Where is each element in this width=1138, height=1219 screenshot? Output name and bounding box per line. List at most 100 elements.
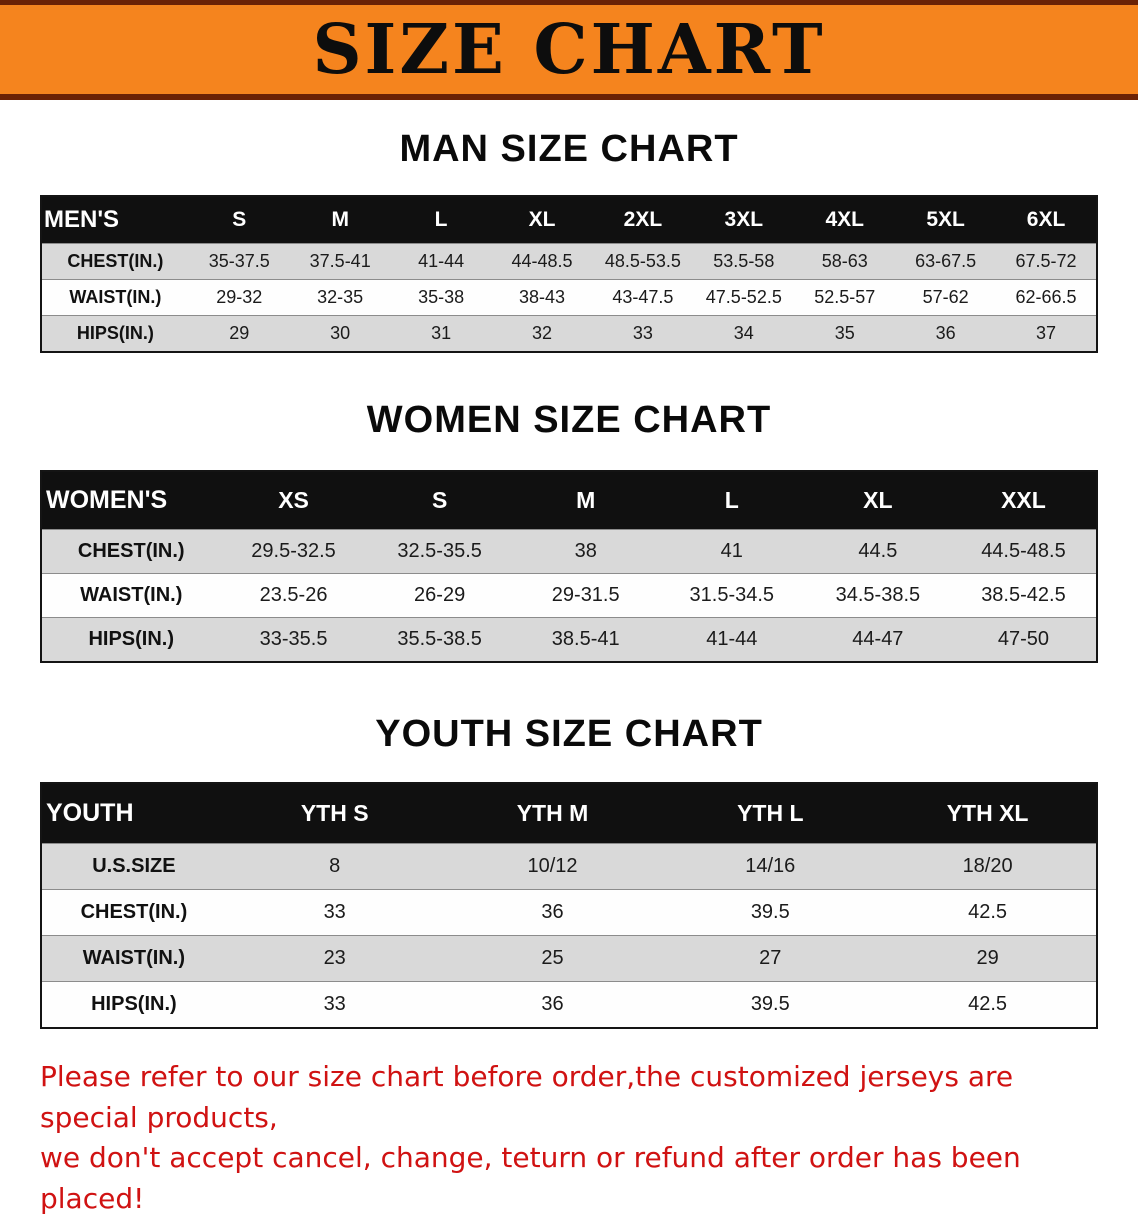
note-line-2: we don't accept cancel, change, teturn o…: [40, 1141, 1021, 1215]
size-value-cell: 44-47: [852, 628, 904, 650]
size-column-header: YTH XL: [879, 783, 1097, 844]
size-value-cell: 10/12: [527, 855, 578, 877]
size-value-cell: 32: [531, 323, 553, 343]
size-column-header: YTH M: [443, 783, 662, 844]
size-column-header: XXL: [950, 471, 1097, 530]
size-value-cell: 8: [329, 855, 341, 877]
row-label: CHEST(IN.): [67, 251, 164, 271]
size-column-header: 6XL: [996, 196, 1097, 244]
size-value-cell: 35.5-38.5: [397, 628, 482, 650]
measurement-row: U.S.SIZE 8 10/12 14/16 18/20: [41, 843, 1097, 890]
row-label: U.S.SIZE: [92, 855, 176, 877]
size-value-cell: 37.5-41: [309, 251, 371, 271]
size-column-header: S: [366, 471, 513, 530]
size-value-cell: 39.5: [750, 901, 790, 923]
size-value-cell: 32.5-35.5: [397, 540, 482, 562]
row-label: WAIST(IN.): [82, 947, 185, 969]
banner: SIZE CHART: [0, 0, 1138, 100]
size-column-header: 4XL: [794, 196, 896, 244]
size-value-cell: 47-50: [997, 628, 1050, 650]
size-value-cell: 37: [1036, 323, 1057, 343]
size-value-cell: 67.5-72: [1015, 251, 1077, 271]
size-value-cell: 23: [323, 947, 346, 969]
size-value-cell: 63-67.5: [915, 251, 977, 271]
measurement-row: CHEST(IN.) 33 36 39.5 42.5: [41, 889, 1097, 936]
size-value-cell: 44.5: [858, 540, 898, 562]
women-section-heading: WOMEN SIZE CHART: [366, 399, 772, 441]
size-value-cell: 57-62: [922, 287, 969, 307]
measurement-row: HIPS(IN.) 33-35.5 35.5-38.5 38.5-41 41-44 44-…: [41, 617, 1097, 662]
size-value-cell: 27: [759, 947, 782, 969]
table-header-row: WOMEN'S XS S M L XL XXL: [41, 471, 1097, 530]
table-group-label: YOUTH: [41, 783, 226, 844]
women-size-table: WOMEN'S XS S M L XL XXL CHEST(IN.) 29.5-32.5 32.5…: [40, 470, 1098, 663]
table-header-row: YOUTH YTH S YTH M YTH L YTH XL: [41, 783, 1097, 844]
page-title: SIZE CHART: [312, 9, 826, 90]
size-value-cell: 33: [632, 323, 653, 343]
size-value-cell: 58-63: [821, 251, 868, 271]
size-column-header: M: [289, 196, 391, 244]
size-value-cell: 31: [431, 323, 452, 343]
size-value-cell: 52.5-57: [814, 287, 876, 307]
size-column-header: XS: [220, 471, 367, 530]
size-value-cell: 33: [323, 901, 346, 923]
size-column-header: XL: [491, 196, 593, 244]
size-value-cell: 29.5-32.5: [251, 540, 336, 562]
size-value-cell: 34.5-38.5: [835, 584, 921, 606]
size-value-cell: 38-43: [518, 287, 566, 307]
size-value-cell: 41: [720, 540, 743, 562]
note-line-1: Please refer to our size chart before or…: [40, 1060, 1014, 1134]
measurement-row: HIPS(IN.) 29 30 31 32 33 34 35 36 37: [41, 315, 1097, 352]
size-value-cell: 26-29: [414, 584, 466, 606]
size-value-cell: 38.5-42.5: [981, 584, 1066, 606]
size-value-cell: 14/16: [745, 855, 796, 877]
row-label: HIPS(IN.): [91, 993, 177, 1015]
size-value-cell: 41-44: [706, 628, 758, 650]
size-value-cell: 38: [574, 540, 597, 562]
row-label: HIPS(IN.): [76, 323, 154, 343]
size-value-cell: 35-38: [418, 287, 465, 307]
measurement-row: HIPS(IN.) 33 36 39.5 42.5: [41, 981, 1097, 1028]
size-value-cell: 42.5: [968, 993, 1008, 1015]
size-value-cell: 31.5-34.5: [689, 584, 775, 606]
size-value-cell: 36: [541, 901, 564, 923]
row-label: CHEST(IN.): [80, 901, 188, 923]
women-size-section: WOMEN SIZE CHART WOMEN'S XS S M L XL XXL CHEST(…: [0, 399, 1138, 663]
size-column-header: L: [658, 471, 805, 530]
measurement-row: WAIST(IN.) 23.5-26 26-29 29-31.5 31.5-34.5 34…: [41, 573, 1097, 618]
size-value-cell: 29: [229, 323, 250, 343]
size-column-header: XL: [804, 471, 951, 530]
size-value-cell: 36: [935, 323, 956, 343]
size-value-cell: 33-35.5: [259, 628, 328, 650]
size-value-cell: 25: [541, 947, 564, 969]
size-value-cell: 44.5-48.5: [981, 540, 1066, 562]
row-label: WAIST(IN.): [80, 584, 183, 606]
size-column-header: YTH S: [225, 783, 444, 844]
size-value-cell: 38.5-41: [551, 628, 620, 650]
measurement-row: CHEST(IN.) 29.5-32.5 32.5-35.5 38 41 44.5 44.5…: [41, 529, 1097, 574]
size-value-cell: 42.5: [968, 901, 1008, 923]
size-value-cell: 39.5: [750, 993, 790, 1015]
size-chart-sections: MAN SIZE CHART MEN'S S M L XL 2XL 3XL 4XL 5XL 6XL…: [0, 128, 1138, 1029]
men-size-section: MAN SIZE CHART MEN'S S M L XL 2XL 3XL 4XL 5XL 6XL…: [0, 128, 1138, 353]
size-column-header: YTH L: [661, 783, 880, 844]
size-value-cell: 36: [541, 993, 564, 1015]
size-column-header: 5XL: [895, 196, 997, 244]
size-value-cell: 53.5-58: [713, 251, 775, 271]
size-column-header: 3XL: [693, 196, 795, 244]
size-value-cell: 41-44: [418, 251, 465, 271]
size-value-cell: 33: [323, 993, 346, 1015]
table-group-label: MEN'S: [41, 196, 189, 244]
size-value-cell: 23.5-26: [259, 584, 328, 606]
size-value-cell: 62-66.5: [1015, 287, 1077, 307]
size-value-cell: 32-35: [317, 287, 364, 307]
measurement-row: CHEST(IN.) 35-37.5 37.5-41 41-44 44-48.5 48.5…: [41, 243, 1097, 280]
table-header-row: MEN'S S M L XL 2XL 3XL 4XL 5XL 6XL: [41, 196, 1097, 244]
men-size-table: MEN'S S M L XL 2XL 3XL 4XL 5XL 6XL CHEST(IN.) 35-37…: [40, 195, 1098, 353]
measurement-row: WAIST(IN.) 29-32 32-35 35-38 38-43 43-47.5 47.…: [41, 279, 1097, 316]
size-value-cell: 44-48.5: [511, 251, 573, 271]
size-value-cell: 48.5-53.5: [604, 251, 681, 271]
size-value-cell: 35-37.5: [208, 251, 270, 271]
size-column-header: M: [512, 471, 659, 530]
